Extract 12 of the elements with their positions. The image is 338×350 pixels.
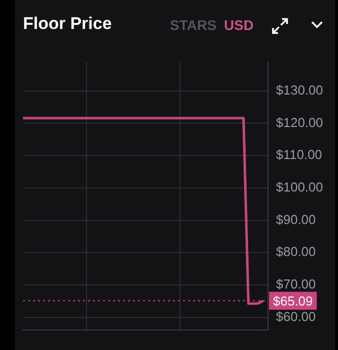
y-tick-label: $60.00 bbox=[276, 308, 316, 324]
y-tick-label: $100.00 bbox=[276, 179, 324, 194]
y-tick-label: $80.00 bbox=[276, 244, 316, 260]
text: USD bbox=[224, 17, 254, 33]
y-tick-label: $130.00 bbox=[276, 82, 324, 98]
text: STARS bbox=[170, 17, 216, 33]
y-tick-label: $120.00 bbox=[276, 114, 324, 130]
y-tick-label: $110.00 bbox=[276, 147, 322, 162]
y-tick-label: $90.00 bbox=[276, 212, 316, 227]
ref-line-label: $65.09 bbox=[273, 293, 313, 308]
chart-title: Floor Price bbox=[23, 14, 112, 34]
y-tick-label: $70.00 bbox=[276, 276, 316, 292]
